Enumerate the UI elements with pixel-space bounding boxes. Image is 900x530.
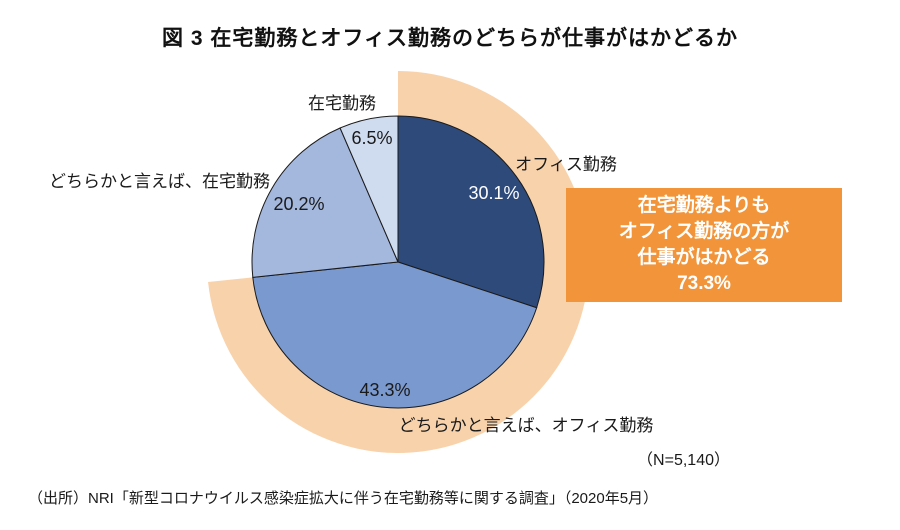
highlight-callout-box: 在宅勤務よりも オフィス勤務の方が 仕事がはかどる 73.3% (566, 188, 842, 302)
slice-value-work-from-home: 6.5% (351, 128, 393, 148)
sample-size-label: （N=5,140） (637, 452, 730, 469)
slice-value-rather-office: 43.3% (359, 380, 411, 400)
pie-slice (251, 127, 399, 278)
callout-line-1: 在宅勤務よりも (637, 194, 771, 216)
chart-title: 図 3 在宅勤務とオフィス勤務のどちらが仕事がはかどるか (162, 27, 738, 50)
source-note: （出所）NRI「新型コロナウイルス感染症拡大に伴う在宅勤務等に関する調査」（20… (28, 490, 659, 507)
slice-label-rather-home: どちらかと言えば、在宅勤務 (49, 172, 270, 191)
pie-slice (397, 115, 545, 309)
slice-value-rather-home: 20.2% (273, 194, 325, 214)
pie-slice (252, 261, 538, 409)
pie-slice (339, 115, 399, 263)
slice-label-rather-office: どちらかと言えば、オフィス勤務 (398, 416, 654, 435)
callout-total-percent: 73.3% (677, 273, 731, 295)
slice-label-work-from-home: 在宅勤務 (308, 94, 376, 113)
callout-line-3: 仕事がはかどる (637, 247, 771, 268)
callout-line-2: オフィス勤務の方が (618, 220, 790, 242)
slice-value-office: 30.1% (468, 183, 520, 203)
slice-label-office: オフィス勤務 (515, 155, 617, 174)
